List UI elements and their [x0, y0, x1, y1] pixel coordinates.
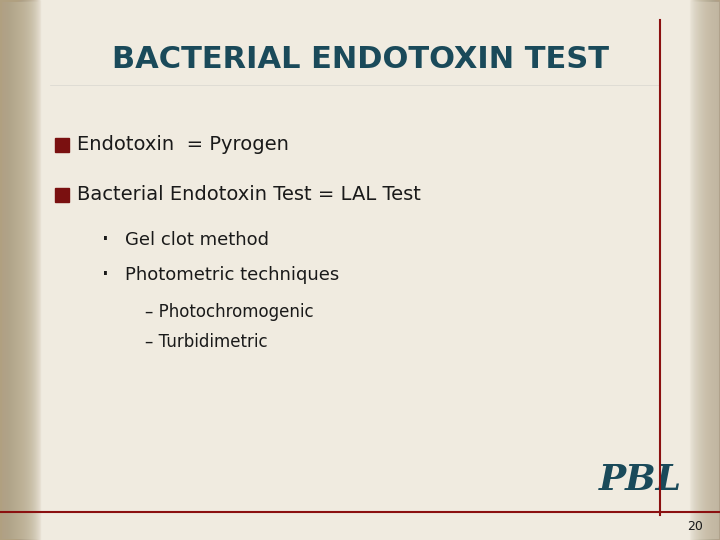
Bar [691, 0, 720, 540]
Bar [0, 0, 28, 540]
Bar [718, 0, 720, 540]
Bar [705, 0, 720, 540]
Bar [0, 0, 20, 540]
Text: ·: · [101, 226, 109, 254]
Text: – Turbidimetric: – Turbidimetric [145, 333, 268, 351]
Bar [0, 0, 16, 540]
Bar [0, 0, 13, 540]
Bar [0, 0, 8, 540]
Bar [0, 0, 23, 540]
Bar [719, 0, 720, 540]
Bar [0, 0, 26, 540]
Bar [693, 0, 720, 540]
Bar [711, 0, 720, 540]
Bar [695, 0, 720, 540]
Text: Endotoxin  = Pyrogen: Endotoxin = Pyrogen [77, 136, 289, 154]
Bar [0, 0, 40, 540]
Bar [707, 0, 720, 540]
Bar [708, 0, 720, 540]
Bar [690, 0, 720, 540]
Bar [0, 0, 19, 540]
Bar [0, 0, 5, 540]
Bar [0, 0, 18, 540]
Bar [0, 0, 22, 540]
Bar [0, 0, 27, 540]
Bar [704, 0, 720, 540]
Bar [699, 0, 720, 540]
Bar [696, 0, 720, 540]
Bar [701, 0, 720, 540]
Bar [0, 0, 25, 540]
Bar [0, 0, 14, 540]
Bar [0, 0, 35, 540]
Bar [698, 0, 720, 540]
Bar [716, 0, 720, 540]
Text: Bacterial Endotoxin Test = LAL Test: Bacterial Endotoxin Test = LAL Test [77, 186, 421, 205]
Bar [717, 0, 720, 540]
Bar [710, 0, 720, 540]
Bar [0, 0, 3, 540]
Text: – Photochromogenic: – Photochromogenic [145, 303, 314, 321]
Bar [706, 0, 720, 540]
Bar [0, 0, 1, 540]
Bar [703, 0, 720, 540]
Bar [0, 0, 11, 540]
Text: 20: 20 [687, 519, 703, 532]
Bar [709, 0, 720, 540]
Bar [694, 0, 720, 540]
Bar [0, 0, 31, 540]
Bar [0, 0, 21, 540]
Bar [0, 0, 9, 540]
Bar [697, 0, 720, 540]
Bar [0, 0, 36, 540]
Bar [692, 0, 720, 540]
Bar [0, 0, 7, 540]
Bar [0, 0, 12, 540]
Bar [0, 0, 15, 540]
Text: PBL: PBL [598, 463, 682, 497]
Bar [700, 0, 720, 540]
Bar [0, 0, 29, 540]
Bar [702, 0, 720, 540]
Text: Photometric techniques: Photometric techniques [125, 266, 339, 284]
Bar [0, 0, 32, 540]
Bar [0, 0, 17, 540]
Bar [0, 0, 37, 540]
Bar [0, 0, 34, 540]
Bar [713, 0, 720, 540]
Text: ·: · [101, 261, 109, 289]
Bar [0, 0, 10, 540]
Bar [0, 0, 38, 540]
Bar [55, 188, 69, 202]
Bar [0, 0, 4, 540]
Bar [0, 0, 33, 540]
Text: BACTERIAL ENDOTOXIN TEST: BACTERIAL ENDOTOXIN TEST [112, 45, 608, 75]
Bar [0, 0, 2, 540]
Bar [714, 0, 720, 540]
Bar [0, 0, 6, 540]
Bar [0, 0, 30, 540]
Bar [55, 138, 69, 152]
Bar [0, 0, 39, 540]
Bar [0, 0, 24, 540]
Bar [712, 0, 720, 540]
Text: Gel clot method: Gel clot method [125, 231, 269, 249]
Bar [715, 0, 720, 540]
